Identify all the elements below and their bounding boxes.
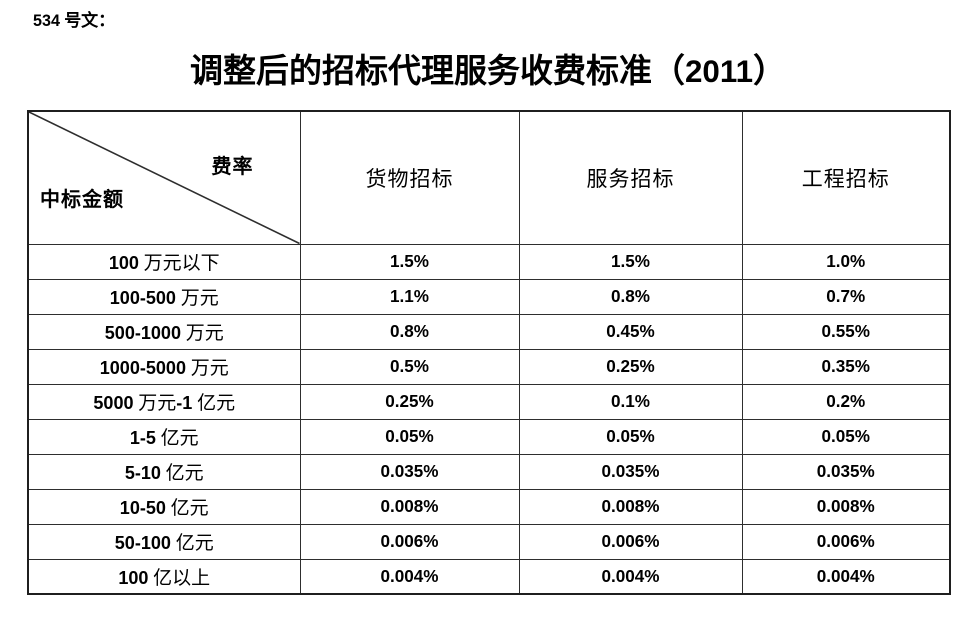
fee-rate-value: 0.004% bbox=[518, 558, 743, 595]
fee-rate-value: 1.1% bbox=[299, 278, 520, 315]
fee-rate-value: 0.8% bbox=[299, 313, 520, 350]
fee-rate-value: 0.004% bbox=[741, 558, 951, 595]
doc-number-label: 534 号文： bbox=[33, 11, 116, 30]
fee-rate-value: 1.0% bbox=[741, 243, 951, 280]
column-header-goods-bidding: 货物招标 bbox=[299, 110, 520, 245]
fee-rate-value: 0.35% bbox=[741, 348, 951, 385]
row-label-bid-amount-range: 1-5 亿元 bbox=[27, 418, 301, 455]
fee-rate-value: 1.5% bbox=[299, 243, 520, 280]
table-row: 5-10 亿元 0.035% 0.035% 0.035% bbox=[27, 453, 951, 490]
row-label-bid-amount-range: 100-500 万元 bbox=[27, 278, 301, 315]
fee-rate-value: 0.05% bbox=[299, 418, 520, 455]
table-row: 100-500 万元 1.1% 0.8% 0.7% bbox=[27, 278, 951, 315]
fee-rate-value: 0.25% bbox=[518, 348, 743, 385]
row-label-bid-amount-range: 100 亿以上 bbox=[27, 558, 301, 595]
row-label-bid-amount-range: 5-10 亿元 bbox=[27, 453, 301, 490]
fee-rate-value: 0.006% bbox=[299, 523, 520, 560]
page-title: 调整后的招标代理服务收费标准（2011） bbox=[190, 54, 786, 90]
fee-rate-value: 0.008% bbox=[741, 488, 951, 525]
table-row: 50-100 亿元 0.006% 0.006% 0.006% bbox=[27, 523, 951, 560]
fee-rate-value: 0.1% bbox=[518, 383, 743, 420]
fee-rate-value: 0.05% bbox=[741, 418, 951, 455]
corner-header-cell: 费率 中标金额 bbox=[27, 110, 301, 245]
fee-rate-value: 0.008% bbox=[518, 488, 743, 525]
diagonal-divider-line bbox=[29, 112, 300, 244]
table-row: 100 亿以上 0.004% 0.004% 0.004% bbox=[27, 558, 951, 595]
fee-rate-value: 0.5% bbox=[299, 348, 520, 385]
row-label-bid-amount-range: 1000-5000 万元 bbox=[27, 348, 301, 385]
row-label-bid-amount-range: 100 万元以下 bbox=[27, 243, 301, 280]
row-label-bid-amount-range: 10-50 亿元 bbox=[27, 488, 301, 525]
fee-rate-value: 0.035% bbox=[741, 453, 951, 490]
fee-rate-value: 0.25% bbox=[299, 383, 520, 420]
fee-rate-value: 0.035% bbox=[518, 453, 743, 490]
fee-rate-value: 0.55% bbox=[741, 313, 951, 350]
table-header-row: 费率 中标金额 货物招标 服务招标 工程招标 bbox=[27, 110, 951, 245]
fee-rate-value: 0.8% bbox=[518, 278, 743, 315]
corner-label-rate: 费率 bbox=[211, 156, 254, 178]
fee-rate-value: 0.004% bbox=[299, 558, 520, 595]
row-label-bid-amount-range: 50-100 亿元 bbox=[27, 523, 301, 560]
row-label-bid-amount-range: 5000 万元-1 亿元 bbox=[27, 383, 301, 420]
fee-rate-value: 0.05% bbox=[518, 418, 743, 455]
fee-rate-value: 1.5% bbox=[518, 243, 743, 280]
fee-rate-value: 0.7% bbox=[741, 278, 951, 315]
table-row: 10-50 亿元 0.008% 0.008% 0.008% bbox=[27, 488, 951, 525]
fee-rate-value: 0.008% bbox=[299, 488, 520, 525]
fee-rate-value: 0.45% bbox=[518, 313, 743, 350]
fee-rate-value: 0.035% bbox=[299, 453, 520, 490]
row-label-bid-amount-range: 500-1000 万元 bbox=[27, 313, 301, 350]
fee-table: 费率 中标金额 货物招标 服务招标 工程招标 100 万元以下 1.5% 1.5% 1… bbox=[27, 110, 951, 595]
fee-rate-value: 0.2% bbox=[741, 383, 951, 420]
table-row: 500-1000 万元 0.8% 0.45% 0.55% bbox=[27, 313, 951, 350]
table-row: 1-5 亿元 0.05% 0.05% 0.05% bbox=[27, 418, 951, 455]
corner-label-bid-amount: 中标金额 bbox=[40, 189, 124, 211]
table-row: 100 万元以下 1.5% 1.5% 1.0% bbox=[27, 243, 951, 280]
column-header-engineering-bidding: 工程招标 bbox=[741, 110, 951, 245]
fee-rate-value: 0.006% bbox=[741, 523, 951, 560]
table-row: 5000 万元-1 亿元 0.25% 0.1% 0.2% bbox=[27, 383, 951, 420]
fee-rate-value: 0.006% bbox=[518, 523, 743, 560]
column-header-service-bidding: 服务招标 bbox=[518, 110, 743, 245]
fee-table-body: 100 万元以下 1.5% 1.5% 1.0% 100-500 万元 1.1% 0.8% 0.… bbox=[27, 243, 951, 595]
table-row: 1000-5000 万元 0.5% 0.25% 0.35% bbox=[27, 348, 951, 385]
